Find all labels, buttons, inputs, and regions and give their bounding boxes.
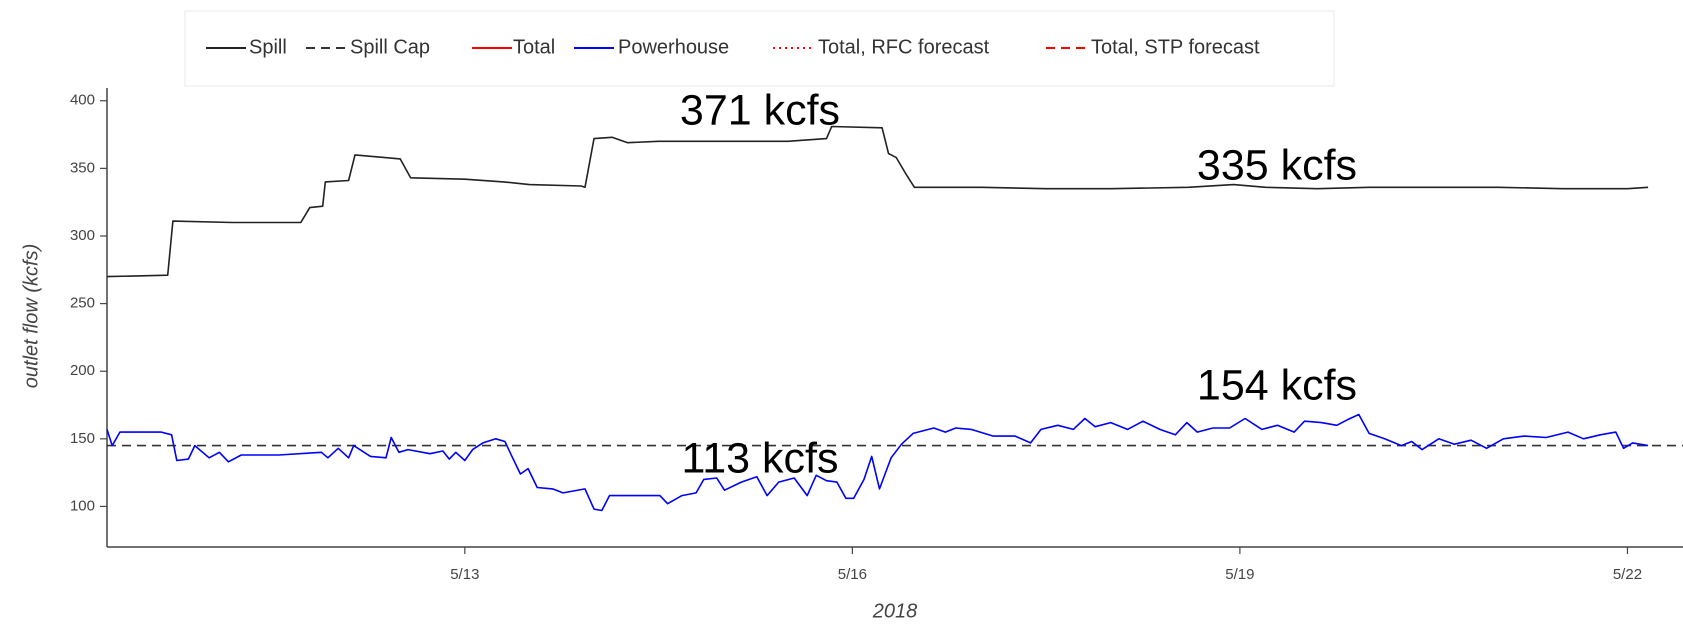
annotation: 113 kcfs bbox=[682, 434, 839, 482]
y-tick-label: 100 bbox=[70, 497, 95, 514]
y-tick-label: 400 bbox=[70, 92, 95, 109]
series-line bbox=[106, 413, 1649, 512]
series-line bbox=[106, 125, 1649, 278]
x-axis-label: 2018 bbox=[872, 600, 918, 621]
y-tick-label: 150 bbox=[70, 430, 95, 447]
x-tick-label: 5/16 bbox=[838, 566, 867, 583]
legend-label: Total bbox=[513, 36, 555, 58]
annotation: 371 kcfs bbox=[680, 86, 840, 134]
legend-label: Spill bbox=[249, 36, 287, 58]
annotation: 154 kcfs bbox=[1197, 361, 1357, 409]
legend-label: Total, RFC forecast bbox=[818, 36, 990, 58]
y-tick-label: 300 bbox=[70, 227, 95, 244]
y-tick-label: 250 bbox=[70, 295, 95, 312]
x-tick-label: 5/22 bbox=[1613, 566, 1642, 583]
legend-label: Total, STP forecast bbox=[1091, 36, 1260, 58]
y-tick-label: 200 bbox=[70, 362, 95, 379]
legend-label: Spill Cap bbox=[350, 36, 430, 58]
legend-label: Powerhouse bbox=[618, 36, 729, 58]
legend-box bbox=[184, 10, 1335, 87]
x-tick-label: 5/19 bbox=[1225, 566, 1254, 583]
y-tick-label: 350 bbox=[70, 159, 95, 176]
annotation: 335 kcfs bbox=[1197, 141, 1357, 189]
x-tick-label: 5/13 bbox=[450, 566, 479, 583]
y-axis-label: outlet flow (kcfs) bbox=[20, 244, 42, 388]
